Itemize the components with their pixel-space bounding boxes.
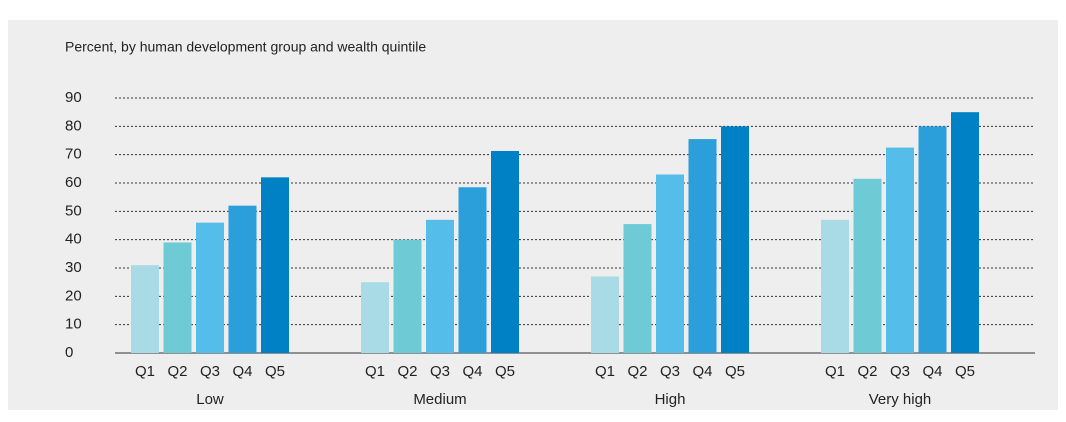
- y-tick-label: 10: [65, 316, 82, 333]
- bar: [228, 205, 257, 353]
- x-tick-label: Q1: [365, 363, 385, 380]
- y-tick-label: 90: [65, 89, 82, 106]
- bar: [853, 178, 882, 353]
- bar: [361, 282, 389, 353]
- bar: [458, 187, 487, 353]
- x-tick-label: Q5: [265, 363, 285, 380]
- bar: [886, 147, 914, 353]
- x-tick-label: Q4: [692, 363, 712, 380]
- x-tick-label: Q3: [890, 363, 910, 380]
- bar: [196, 222, 224, 353]
- bar: [688, 139, 717, 353]
- x-tick-label: Q3: [200, 363, 220, 380]
- bar: [721, 126, 749, 353]
- x-tick-label: Q1: [825, 363, 845, 380]
- bar: [426, 219, 454, 353]
- bar: [393, 239, 422, 353]
- x-tick-label: Q4: [232, 363, 252, 380]
- x-tick-label: Q2: [167, 363, 187, 380]
- bar: [918, 126, 947, 353]
- x-tick-label: Q5: [495, 363, 515, 380]
- x-tick-label: Q3: [430, 363, 450, 380]
- y-tick-label: 20: [65, 287, 82, 304]
- x-tick-label: Q1: [135, 363, 155, 380]
- y-tick-label: 0: [65, 344, 73, 361]
- chart-subtitle: Percent, by human development group and …: [65, 39, 426, 55]
- x-tick-label: Q4: [922, 363, 942, 380]
- x-tick-label: Q2: [857, 363, 877, 380]
- y-tick-label: 30: [65, 259, 82, 276]
- y-tick-label: 50: [65, 202, 82, 219]
- x-tick-label: Q1: [595, 363, 615, 380]
- x-tick-label: Q2: [397, 363, 417, 380]
- y-tick-label: 40: [65, 231, 82, 248]
- bar: [821, 219, 849, 353]
- x-group-label: Very high: [869, 391, 932, 408]
- bar: [131, 265, 159, 353]
- bar: [623, 224, 652, 353]
- bar: [163, 242, 192, 353]
- x-tick-label: Q3: [660, 363, 680, 380]
- x-group-label: Low: [196, 391, 224, 408]
- y-tick-label: 60: [65, 174, 82, 191]
- x-group-label: High: [655, 391, 686, 408]
- bar: [951, 112, 979, 354]
- x-tick-label: Q4: [462, 363, 482, 380]
- bar: [261, 177, 289, 353]
- bar: [491, 150, 519, 353]
- y-tick-label: 70: [65, 146, 82, 163]
- x-group-label: Medium: [413, 391, 466, 408]
- x-tick-label: Q5: [725, 363, 745, 380]
- x-tick-label: Q2: [627, 363, 647, 380]
- y-tick-label: 80: [65, 117, 82, 134]
- bar: [656, 174, 684, 353]
- x-tick-label: Q5: [955, 363, 975, 380]
- bar: [591, 276, 619, 353]
